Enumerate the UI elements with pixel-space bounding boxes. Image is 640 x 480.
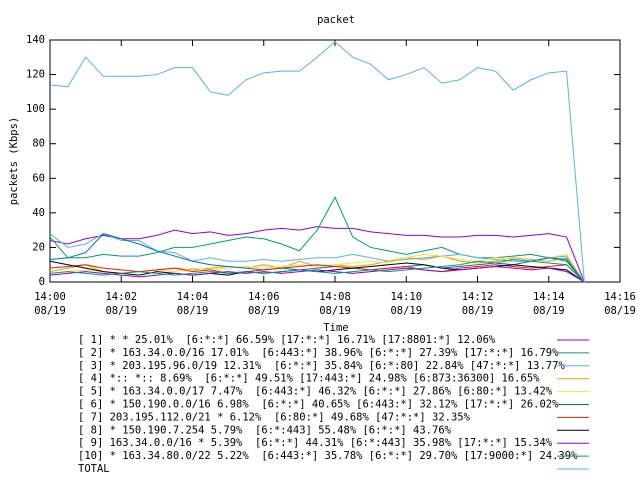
x-tick-label-line: 14:00 bbox=[34, 291, 66, 303]
y-tick-label: 120 bbox=[26, 69, 45, 81]
x-tick-label-line: 08/19 bbox=[34, 305, 66, 317]
series-line bbox=[49, 255, 585, 283]
y-tick-label: 100 bbox=[26, 103, 45, 115]
x-tick-label: 14:16 08/19 bbox=[604, 291, 636, 317]
series-line bbox=[49, 226, 585, 283]
legend-label: [ 7] 203.195.112.0/21 * 6.12% [6:80:*] 4… bbox=[78, 411, 471, 423]
legend-label: [ 3] * 203.195.96.0/19 12.31% [6:*:*] 35… bbox=[78, 360, 565, 372]
x-tick-label-line: 14:08 bbox=[319, 291, 351, 303]
x-tick-label-line: 08/19 bbox=[533, 305, 565, 317]
series-line bbox=[49, 41, 585, 283]
series-line bbox=[49, 259, 585, 283]
y-tick-label: 20 bbox=[32, 241, 45, 253]
x-tick-label: 14:10 08/19 bbox=[390, 291, 422, 317]
x-tick-label: 14:14 08/19 bbox=[533, 291, 565, 317]
x-tick-label-line: 08/19 bbox=[105, 305, 137, 317]
x-tick-label-line: 08/19 bbox=[319, 305, 351, 317]
chart-title: packet bbox=[317, 14, 355, 26]
x-tick-label-line: 08/19 bbox=[462, 305, 494, 317]
legend-label: [ 1] * * 25.01% [6:*:*] 66.59% [17:*:*] … bbox=[78, 334, 496, 346]
x-tick-label-line: 14:04 bbox=[177, 291, 209, 303]
x-tick-label-line: 14:02 bbox=[105, 291, 137, 303]
x-tick-label-line: 08/19 bbox=[177, 305, 209, 317]
x-tick-label: 14:02 08/19 bbox=[105, 291, 137, 317]
x-tick-label-line: 14:14 bbox=[533, 291, 565, 303]
x-tick-label: 14:06 08/19 bbox=[248, 291, 280, 317]
legend-label: [ 4] *:: *:: 8.69% [6:*:*] 49.51% [17:44… bbox=[78, 373, 540, 385]
x-tick-label: 14:00 08/19 bbox=[34, 291, 66, 317]
legend-label: [ 8] * 150.190.7.254 5.79% [6:*:443] 55.… bbox=[78, 424, 452, 436]
legend-label: [ 6] * 150.190.0.0/16 6.98% [6:*:*] 40.6… bbox=[78, 399, 559, 411]
legend-label: TOTAL bbox=[78, 463, 110, 475]
series-line bbox=[49, 233, 585, 283]
x-tick-label-line: 08/19 bbox=[390, 305, 422, 317]
x-tick-label-line: 14:12 bbox=[462, 291, 494, 303]
series-line bbox=[49, 265, 585, 283]
x-tick-label: 14:04 08/19 bbox=[177, 291, 209, 317]
x-tick-label: 14:08 08/19 bbox=[319, 291, 351, 317]
y-tick-label: 60 bbox=[32, 172, 45, 184]
x-tick-label-line: 14:10 bbox=[390, 291, 422, 303]
series-line bbox=[49, 196, 585, 283]
y-tick-label: 40 bbox=[32, 207, 45, 219]
x-tick-label-line: 14:16 bbox=[604, 291, 636, 303]
y-tick-label: 0 bbox=[39, 276, 45, 288]
y-tick-label: 80 bbox=[32, 138, 45, 150]
legend-label: [ 2] * 163.34.0.0/16 17.01% [6:443:*] 38… bbox=[78, 347, 559, 359]
legend-label: [ 5] * 163.34.0.0/17 7.47% [6:443:*] 46.… bbox=[78, 386, 553, 398]
x-axis-label: Time bbox=[323, 322, 348, 334]
legend-label: [ 9] 163.34.0.0/16 * 5.39% [6:*:*] 44.31… bbox=[78, 437, 553, 449]
y-tick-label: 140 bbox=[26, 34, 45, 46]
x-tick-label-line: 08/19 bbox=[248, 305, 280, 317]
x-tick-label: 14:12 08/19 bbox=[462, 291, 494, 317]
legend-label: [10] * 163.34.80.0/22 5.22% [6:443:*] 35… bbox=[78, 450, 578, 462]
x-tick-label-line: 14:06 bbox=[248, 291, 280, 303]
y-axis-label: packets (Kbps) bbox=[8, 117, 20, 206]
x-tick-label-line: 08/19 bbox=[604, 305, 636, 317]
